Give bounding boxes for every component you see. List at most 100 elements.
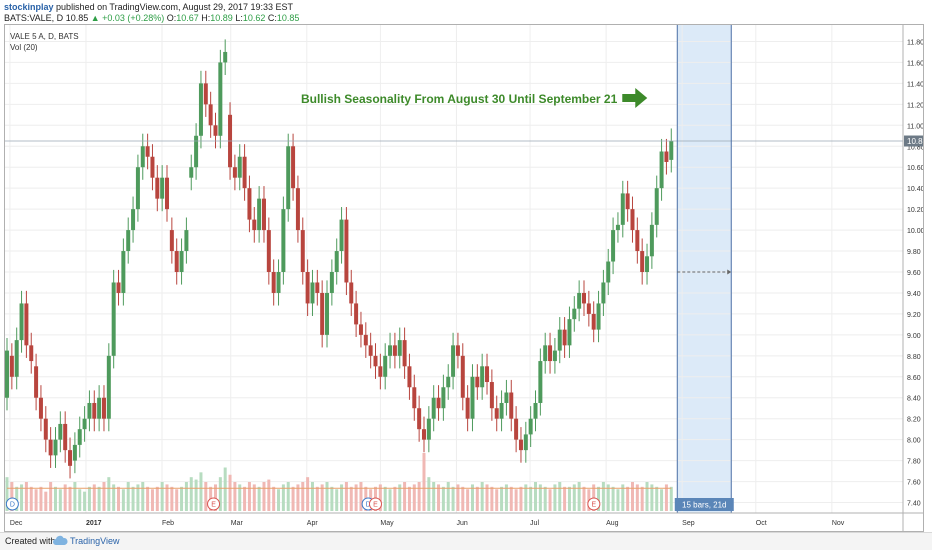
- volume-bar: [388, 489, 392, 511]
- volume-bar: [577, 482, 581, 511]
- candle-up: [194, 135, 199, 168]
- volume-bar: [301, 482, 305, 511]
- volume-bar: [49, 482, 53, 511]
- candle-down: [101, 397, 106, 419]
- volume-bar: [403, 482, 407, 511]
- candle-up: [310, 282, 315, 304]
- volume-bar: [407, 486, 411, 511]
- candle-down: [436, 397, 441, 409]
- candle-up: [620, 193, 625, 225]
- price-tick-label: 8.60: [907, 375, 921, 382]
- created-with-text: Created with: [5, 536, 56, 546]
- date-tick-label: Feb: [162, 520, 174, 527]
- chart-panel[interactable]: 11.80 11.60 11.40 11.20 11.00 10.80 10.60 10.40…: [4, 24, 924, 532]
- candle-up: [611, 230, 616, 262]
- volume-bar: [272, 486, 276, 511]
- volume-bar: [73, 482, 77, 511]
- event-marker-label: E: [211, 502, 216, 509]
- volume-bar: [451, 486, 455, 511]
- candle-down: [514, 418, 519, 440]
- candle-up: [82, 418, 87, 430]
- volume-bar: [150, 489, 154, 511]
- candle-up: [567, 319, 572, 346]
- volume-bar: [83, 491, 87, 511]
- svg-text:10.85: 10.85: [907, 137, 923, 146]
- price-chart[interactable]: 11.80 11.60 11.40 11.20 11.00 10.80 10.60 10.40…: [5, 25, 923, 531]
- candle-up: [325, 292, 330, 335]
- volume-bar: [475, 486, 479, 511]
- candle-down: [68, 450, 73, 466]
- volume-bar: [461, 486, 465, 511]
- candle-up: [329, 272, 334, 293]
- price-tick-label: 11.40: [907, 81, 923, 88]
- volume-bar: [601, 482, 605, 511]
- candle-up: [577, 292, 582, 309]
- volume-bar: [393, 486, 397, 511]
- volume-bar: [500, 486, 504, 511]
- candle-down: [232, 167, 237, 178]
- candle-down: [402, 340, 407, 367]
- candle-down: [368, 345, 373, 356]
- date-axis[interactable]: Dec 2017 Feb Mar Apr May Jun Jul Aug Sep Oct Nov: [10, 520, 845, 527]
- candle-down: [518, 439, 523, 451]
- candle-down: [548, 345, 553, 362]
- volume-bar: [504, 484, 508, 511]
- date-tick-label: Jul: [530, 520, 539, 527]
- candle-down: [242, 156, 247, 189]
- open-value: 10.67: [176, 13, 199, 23]
- cloud-logo-icon: [53, 535, 68, 545]
- candle-up: [388, 345, 393, 356]
- candle-up: [87, 402, 92, 419]
- candle-down: [92, 402, 97, 419]
- price-tick-label: 11.20: [907, 102, 923, 109]
- volume-bar: [470, 484, 474, 511]
- volume-bar: [10, 482, 14, 511]
- last-price-label: 10.85: [904, 135, 923, 147]
- symbol-label: BATS:VALE, D: [4, 13, 64, 23]
- publisher-link[interactable]: stockinplay: [4, 2, 54, 12]
- volume-bar: [165, 484, 169, 511]
- volume-bar: [34, 489, 38, 511]
- volume-bar: [87, 486, 91, 511]
- candle-down: [174, 251, 179, 272]
- price-axis[interactable]: 11.80 11.60 11.40 11.20 11.00 10.80 10.60 10.40…: [907, 39, 923, 507]
- candle-down: [169, 230, 174, 252]
- volume-bar: [417, 482, 421, 511]
- volume-bar: [180, 486, 184, 511]
- date-tick-label: May: [380, 520, 394, 527]
- candle-down: [509, 392, 514, 419]
- candle-down: [295, 188, 300, 231]
- high-label: H:: [201, 13, 211, 23]
- candle-down: [485, 366, 490, 383]
- volume-bar: [131, 486, 135, 511]
- price-tick-label: 11.80: [907, 39, 923, 46]
- candle-up: [72, 444, 77, 461]
- price-tick-label: 7.40: [907, 501, 921, 508]
- publish-info: stockinplay published on TradingView.com…: [4, 2, 293, 12]
- candle-down: [630, 209, 635, 231]
- volume-bar: [427, 477, 431, 511]
- volume-bar: [655, 486, 659, 511]
- volume-bar: [383, 486, 387, 511]
- volume-bar: [281, 484, 285, 511]
- candle-up: [179, 251, 184, 272]
- volume-bar: [320, 484, 324, 511]
- brand-link[interactable]: TradingView: [70, 536, 120, 546]
- volume-bar: [529, 486, 533, 511]
- price-tick-label: 11.60: [907, 60, 923, 67]
- candle-up: [131, 209, 136, 231]
- volume-bar: [640, 486, 644, 511]
- open-label: O:: [166, 13, 177, 23]
- volume-bar: [553, 484, 557, 511]
- candle-down: [465, 397, 470, 419]
- price-tick-label: 9.40: [907, 291, 921, 298]
- volume-bar: [330, 486, 334, 511]
- event-marker-label: D: [10, 502, 15, 509]
- candle-down: [261, 198, 266, 231]
- projection-markers: [676, 25, 732, 513]
- candle-up: [286, 146, 291, 210]
- last-price: 10.85: [65, 13, 89, 23]
- volume-bar: [243, 486, 247, 511]
- candle-down: [354, 303, 359, 325]
